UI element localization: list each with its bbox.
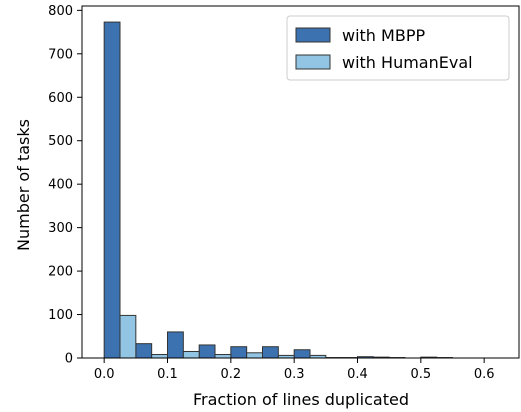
x-tick-label-2: 0.2: [220, 367, 241, 382]
x-tick-label-3: 0.3: [284, 367, 305, 382]
bar-series-1-bin-4: [246, 352, 264, 359]
bar-series-1-bin-3: [214, 354, 232, 359]
bar-series-0-bin-3: [198, 344, 216, 359]
bar-series-0-bin-1: [135, 343, 153, 359]
bar-series-1-bin-1: [151, 354, 169, 359]
bar-series-0-bin-5: [262, 346, 279, 359]
y-tick-label-4: 400: [48, 178, 73, 193]
bar-series-1-bin-0: [119, 314, 137, 359]
plot-frame: [81, 5, 520, 359]
y-tick-label-1: 100: [48, 308, 73, 323]
legend-label-1: with HumanEval: [342, 53, 473, 72]
bar-series-1-bin-2: [182, 350, 200, 359]
y-tick-label-6: 600: [48, 91, 73, 106]
bar-series-0-bin-2: [167, 331, 184, 359]
legend-label-0: with MBPP: [342, 26, 425, 45]
y-tick-label-2: 200: [48, 265, 73, 280]
y-tick-label-5: 500: [48, 134, 73, 149]
x-tick-label-1: 0.1: [157, 367, 178, 382]
bar-series-0-bin-4: [230, 346, 248, 359]
x-tick-label-6: 0.6: [474, 367, 495, 382]
legend: with MBPP with HumanEval: [286, 15, 510, 81]
x-tick-label-0: 0.0: [94, 367, 115, 382]
legend-swatch-1: [295, 54, 331, 70]
legend-swatch-0: [295, 27, 331, 43]
y-tick-label-7: 700: [48, 47, 73, 62]
y-tick-label-8: 800: [48, 4, 73, 19]
x-axis-label: Fraction of lines duplicated: [193, 390, 409, 409]
bar-series-0-bin-0: [103, 21, 121, 359]
axes-layer: 0.0 0.1 0.2 0.3 0.4 0.5 0.6 0 100 200 300 400 500 600…: [48, 4, 520, 382]
bar-series-0-bin-6: [293, 349, 311, 359]
legend-box: [286, 15, 510, 81]
y-tick-label-3: 300: [48, 221, 73, 236]
x-tick-label-4: 0.4: [347, 367, 368, 382]
x-tick-label-5: 0.5: [410, 367, 431, 382]
y-axis-label: Number of tasks: [14, 119, 33, 251]
y-tick-label-0: 0: [65, 352, 73, 367]
